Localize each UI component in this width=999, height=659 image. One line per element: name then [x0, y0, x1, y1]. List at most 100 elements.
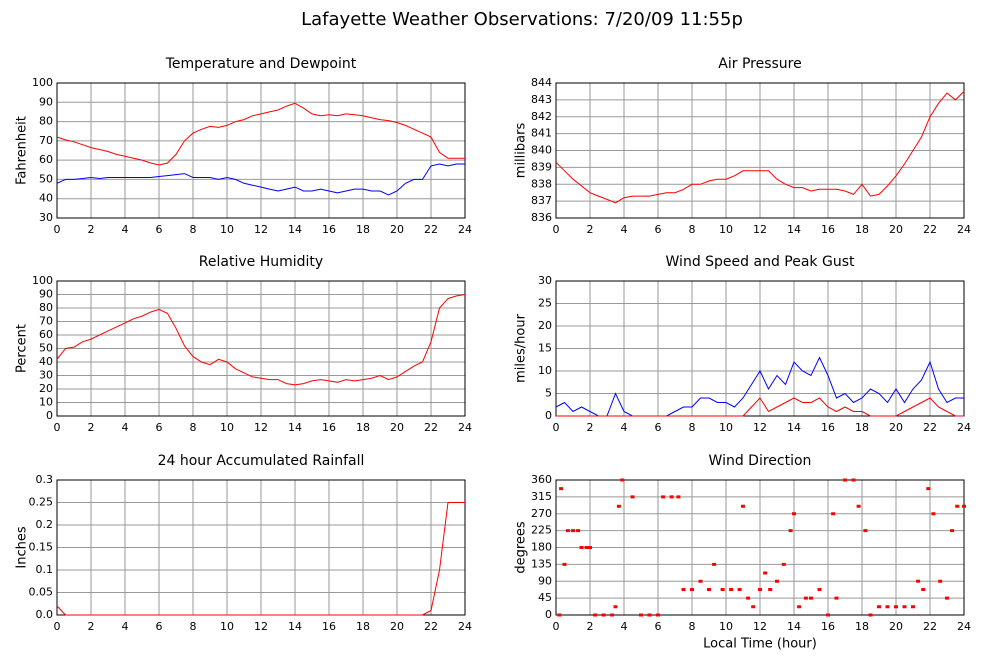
plot-frame — [56, 82, 466, 219]
x-tick-label: 20 — [889, 421, 903, 434]
x-tick-label: 16 — [821, 223, 835, 236]
data-point — [741, 504, 745, 508]
y-tick-label: 837 — [531, 194, 552, 207]
panel-title: 24 hour Accumulated Rainfall — [158, 453, 365, 469]
x-tick-label: 24 — [957, 620, 971, 633]
y-tick-label: 0 — [545, 409, 552, 422]
x-tick-label: 2 — [587, 620, 594, 633]
data-point — [826, 613, 830, 617]
x-tick-label: 12 — [254, 620, 268, 633]
data-point — [843, 478, 847, 482]
y-tick-label: 838 — [531, 177, 552, 190]
data-point — [593, 613, 598, 617]
x-tick-label: 14 — [288, 223, 302, 236]
y-tick-label: 50 — [39, 172, 53, 185]
x-tick-label: 2 — [587, 421, 594, 434]
panel-title: Air Pressure — [718, 56, 801, 72]
x-tick-label: 8 — [689, 620, 696, 633]
y-tick-label: 844 — [531, 76, 552, 89]
data-point — [955, 504, 960, 508]
x-tick-label: 22 — [923, 620, 937, 633]
x-tick-label: 8 — [689, 421, 696, 434]
x-tick-label: 18 — [855, 223, 869, 236]
data-point — [834, 596, 839, 600]
y-tick-label: 80 — [39, 301, 53, 314]
y-tick-label: 90 — [39, 288, 53, 301]
x-tick-label: 8 — [190, 223, 197, 236]
data-point — [868, 613, 873, 617]
y-tick-label: 100 — [32, 274, 53, 287]
x-tick-label: 24 — [458, 620, 472, 633]
x-tick-label: 6 — [655, 421, 662, 434]
data-point — [613, 605, 618, 609]
x-tick-label: 0 — [553, 620, 560, 633]
x-tick-label: 20 — [889, 620, 903, 633]
x-tick-label: 4 — [621, 620, 628, 633]
data-point — [661, 495, 666, 499]
data-line — [556, 397, 964, 417]
data-point — [877, 605, 881, 609]
x-tick-label: 4 — [621, 421, 628, 434]
data-point — [584, 546, 589, 549]
data-point — [817, 588, 822, 591]
data-point — [712, 562, 717, 566]
x-tick-label: 10 — [719, 223, 733, 236]
data-point — [751, 605, 756, 609]
data-point — [758, 588, 762, 591]
y-tick-label: 70 — [39, 134, 53, 147]
data-point — [763, 571, 768, 575]
x-tick-label: 22 — [424, 223, 438, 236]
data-line — [56, 102, 465, 166]
data-point — [885, 605, 890, 609]
x-tick-label: 6 — [156, 223, 163, 236]
y-tick-label: 842 — [531, 110, 552, 123]
data-line — [56, 163, 465, 196]
x-tick-label: 24 — [458, 421, 472, 434]
x-tick-label: 14 — [787, 421, 801, 434]
data-point — [579, 546, 584, 549]
y-tick-label: 0.15 — [29, 541, 54, 554]
x-tick-label: 6 — [655, 223, 662, 236]
x-tick-label: 16 — [322, 620, 336, 633]
data-line — [555, 356, 964, 417]
plot-frame — [56, 280, 466, 417]
data-point — [863, 529, 868, 533]
data-point — [911, 605, 915, 609]
y-tick-label: 20 — [39, 382, 53, 395]
y-tick-label: 0.05 — [29, 586, 54, 599]
data-point — [931, 512, 936, 516]
data-point — [926, 487, 931, 491]
y-axis-label: millibars — [514, 123, 529, 179]
x-tick-label: 20 — [390, 620, 404, 633]
y-tick-label: 45 — [538, 591, 552, 604]
y-tick-label: 10 — [39, 396, 53, 409]
y-tick-label: 60 — [39, 328, 53, 341]
y-tick-label: 0.1 — [36, 563, 54, 576]
panel-title: Wind Speed and Peak Gust — [666, 254, 855, 270]
panel-title: Temperature and Dewpoint — [165, 56, 357, 72]
data-point — [781, 562, 786, 566]
panel-title: Wind Direction — [709, 453, 812, 469]
data-point — [647, 613, 652, 617]
y-tick-label: 30 — [39, 211, 53, 224]
x-tick-label: 22 — [923, 223, 937, 236]
y-tick-label: 40 — [39, 355, 53, 368]
x-tick-label: 18 — [356, 223, 370, 236]
x-tick-label: 0 — [54, 421, 61, 434]
x-tick-label: 12 — [254, 223, 268, 236]
data-point — [945, 596, 949, 600]
y-tick-label: 30 — [538, 274, 552, 287]
data-point — [610, 613, 615, 617]
data-point — [902, 605, 907, 609]
x-tick-label: 2 — [88, 421, 95, 434]
x-tick-label: 10 — [719, 620, 733, 633]
x-tick-label: 12 — [254, 421, 268, 434]
data-point — [916, 579, 921, 583]
y-axis-label: Percent — [15, 324, 30, 373]
data-point — [788, 529, 793, 533]
x-tick-label: 0 — [54, 620, 61, 633]
y-tick-label: 25 — [538, 297, 552, 310]
panel-title: Relative Humidity — [199, 254, 323, 270]
y-tick-label: 836 — [531, 211, 552, 224]
